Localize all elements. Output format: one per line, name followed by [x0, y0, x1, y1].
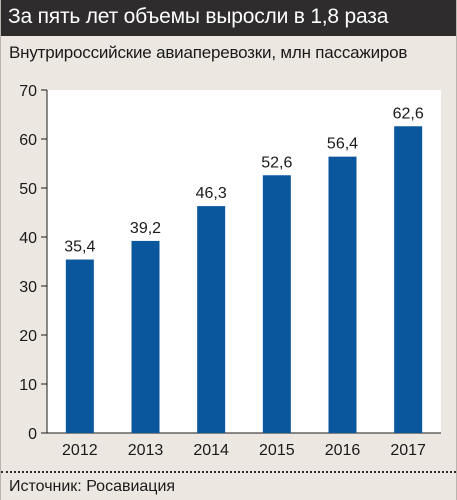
- bar: [328, 156, 357, 433]
- y-tick-label: 70: [19, 83, 37, 100]
- x-tick-label: 2014: [193, 442, 229, 459]
- data-label: 39,2: [130, 220, 161, 237]
- y-tick-label: 30: [19, 279, 37, 296]
- data-label: 52,6: [261, 154, 292, 171]
- y-tick-label: 10: [19, 377, 37, 394]
- data-label: 46,3: [196, 185, 227, 202]
- x-tick-label: 2016: [325, 442, 361, 459]
- y-tick-label: 40: [19, 230, 37, 247]
- bar: [65, 259, 94, 433]
- data-label: 35,4: [64, 239, 95, 256]
- bar-chart: 0 10 20 30 40 50 60 70 35,4 2012 39,2 2013 46,3 2014 5…: [19, 83, 441, 459]
- data-label: 56,4: [327, 136, 358, 153]
- bar: [394, 126, 423, 433]
- y-tick-label: 60: [19, 132, 37, 149]
- chart-subtitle: Внутрироссийские авиаперевозки, млн пасс…: [9, 43, 408, 62]
- y-tick-label: 0: [28, 426, 37, 443]
- y-tick-label: 50: [19, 181, 37, 198]
- title-bar: За пять лет объемы выросли в 1,8 раза: [1, 0, 456, 36]
- plot-area: [47, 90, 441, 433]
- y-tick-label: 20: [19, 328, 37, 345]
- x-tick-label: 2013: [128, 442, 164, 459]
- x-tick-label: 2015: [259, 442, 295, 459]
- bar: [131, 240, 160, 433]
- x-tick-label: 2017: [390, 442, 426, 459]
- source-divider: [1, 471, 456, 473]
- x-tick-label: 2012: [62, 442, 98, 459]
- data-label: 62,6: [393, 105, 424, 122]
- bar: [262, 175, 291, 433]
- bar: [197, 206, 226, 433]
- source-note: Источник: Росавиация: [9, 478, 176, 495]
- chart-title: За пять лет объемы выросли в 1,8 раза: [8, 5, 389, 28]
